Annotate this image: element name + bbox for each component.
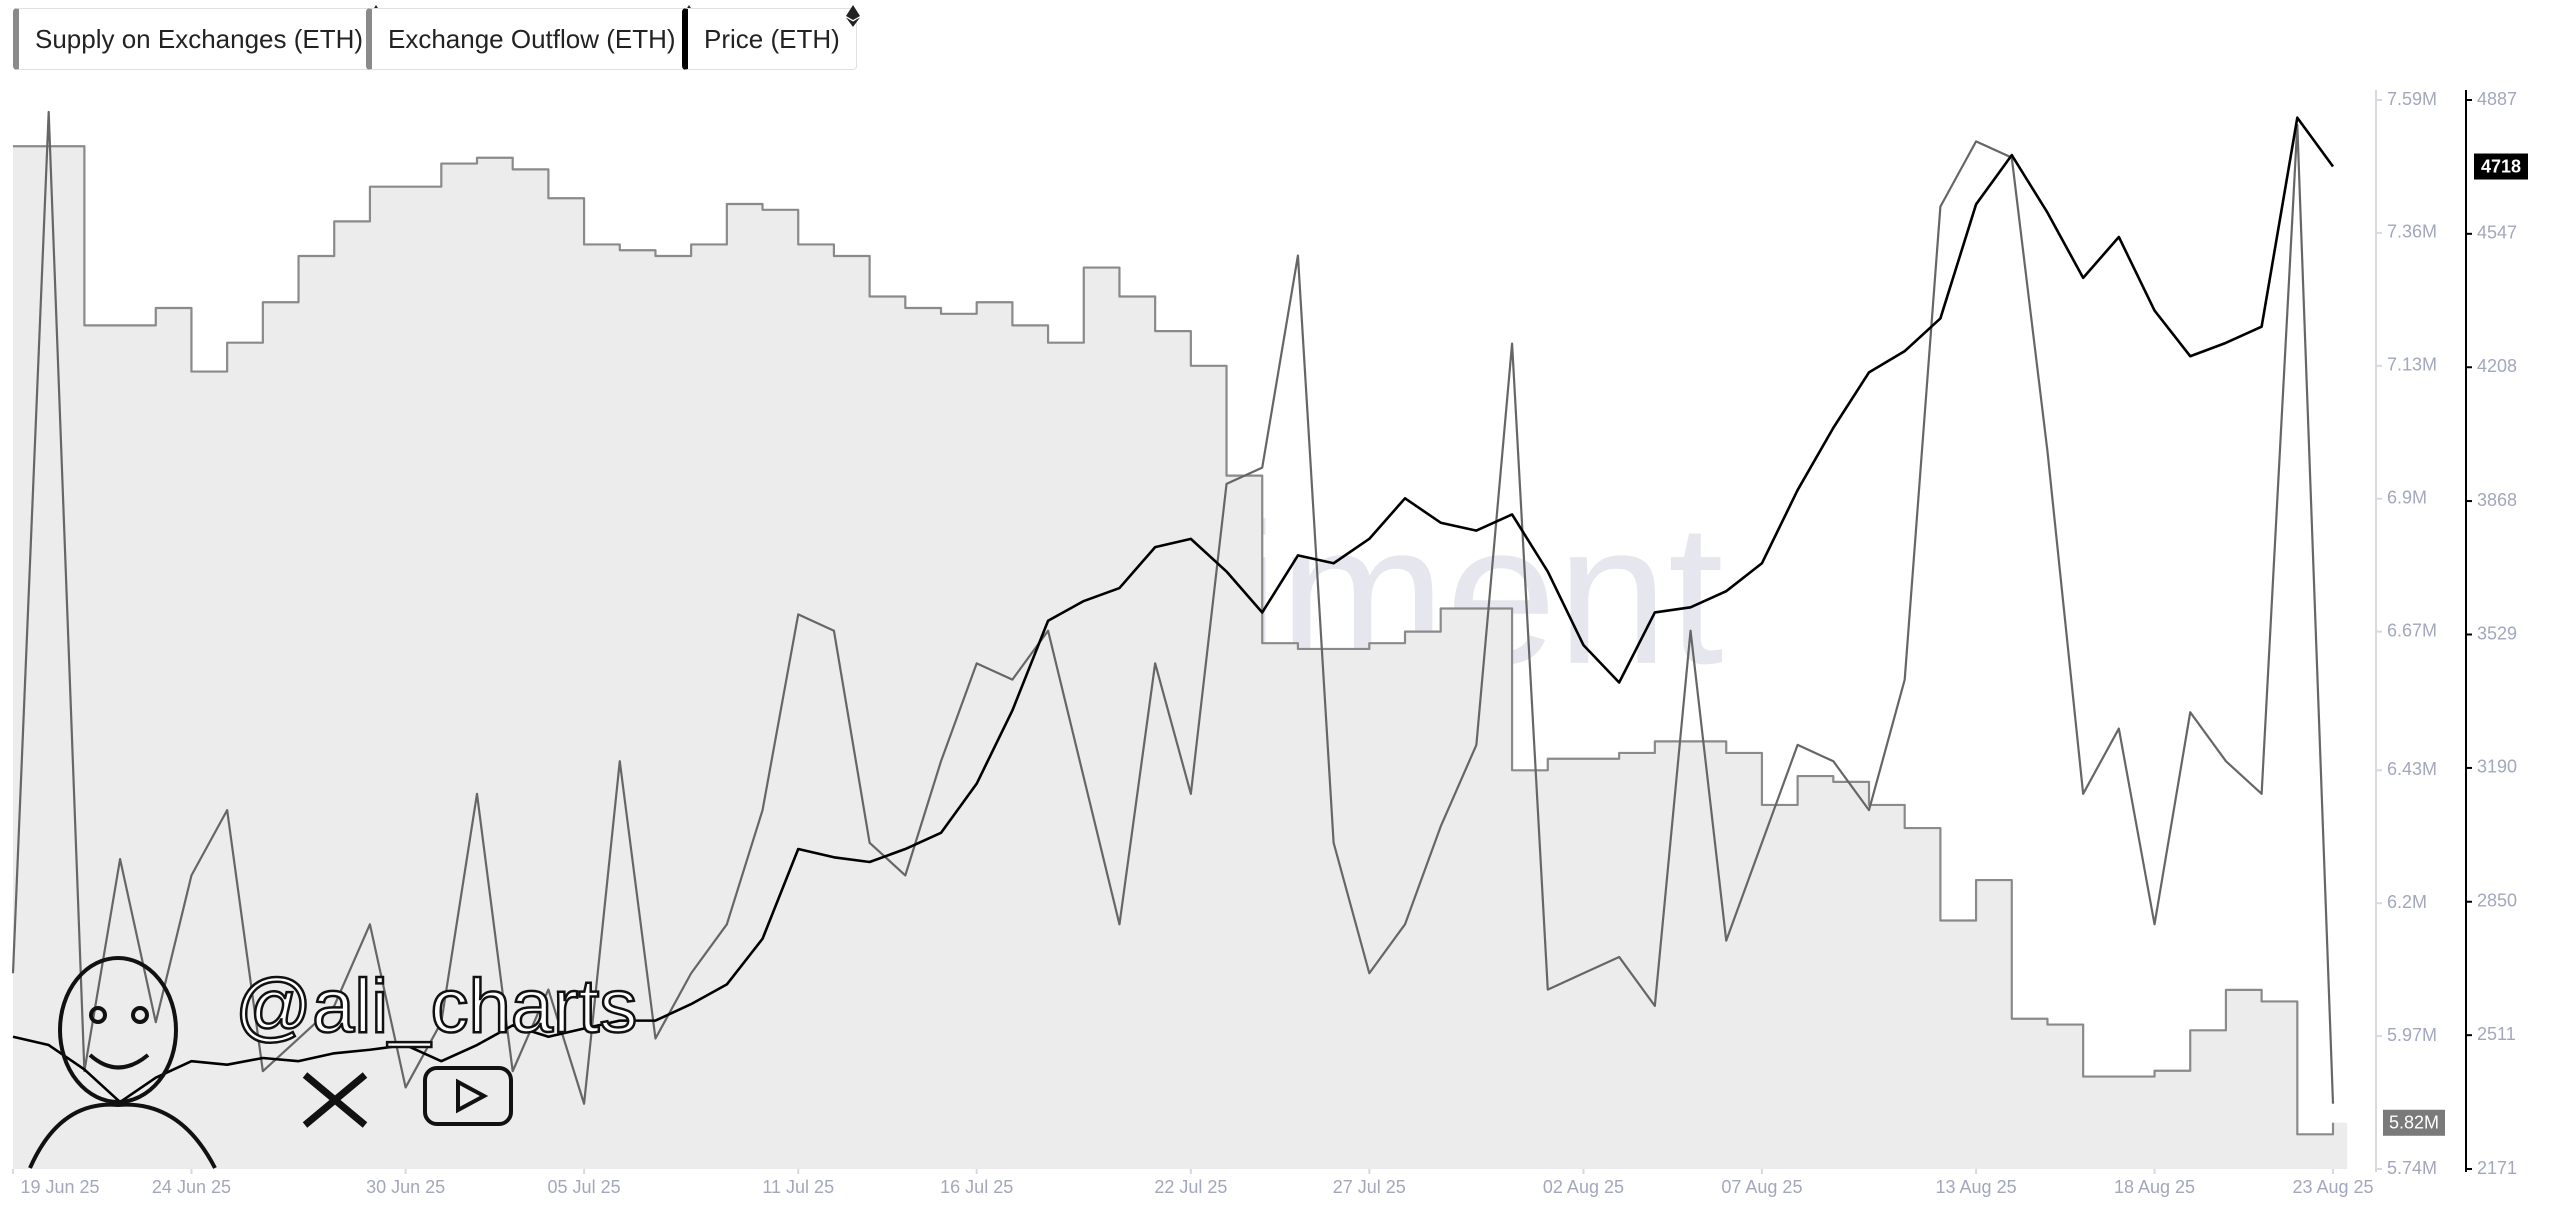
y-tick-label: 5.74M (2387, 1158, 2437, 1178)
y-tick-label: 6.9M (2387, 487, 2427, 507)
y2-tick-label: 3868 (2477, 490, 2517, 510)
supply-area (13, 146, 2348, 1169)
y2-tick-label: 4208 (2477, 356, 2517, 376)
legend-item[interactable]: Exchange Outflow (ETH) (366, 5, 696, 70)
watermark: santiment (856, 483, 1723, 706)
y2-tick-label: 2850 (2477, 891, 2517, 911)
y-tick-label: 6.67M (2387, 620, 2437, 640)
value-label: 4718 (2481, 156, 2521, 176)
y-tick-label: 5.97M (2387, 1025, 2437, 1045)
eth-icon (845, 5, 860, 27)
y2-tick-label: 4547 (2477, 223, 2517, 243)
y-tick-label: 7.13M (2387, 355, 2437, 375)
value-label: 5.82M (2389, 1113, 2439, 1133)
x-tick-label: 07 Aug 25 (1721, 1177, 1802, 1197)
y2-tick-label: 4887 (2477, 89, 2517, 109)
value-badge (2383, 1109, 2445, 1136)
series-line (11, 110, 2335, 1105)
author-logo (28, 956, 513, 1169)
legend-item[interactable]: Price (ETH) (682, 5, 860, 70)
x-tick-label: 11 Jul 25 (762, 1177, 834, 1197)
plot-area (11, 110, 2348, 1169)
annotation: @ali_charts (235, 964, 637, 1049)
legend-item[interactable]: Supply on Exchanges (ETH) (13, 5, 384, 70)
x-tick-label: 19 Jun 25 (20, 1177, 99, 1197)
x-tick-label: 24 Jun 25 (152, 1177, 231, 1197)
y-tick-label: 7.36M (2387, 222, 2437, 242)
series-line (12, 116, 2335, 1104)
x-tick-label: 16 Jul 25 (940, 1177, 1013, 1197)
x-tick-label: 27 Jul 25 (1333, 1177, 1406, 1197)
y2-tick-label: 2171 (2477, 1158, 2517, 1178)
y2-tick-label: 3529 (2477, 623, 2517, 643)
y2-tick-label: 2511 (2477, 1024, 2516, 1044)
x-tick-label: 22 Jul 25 (1154, 1177, 1227, 1197)
y-tick-label: 6.2M (2387, 892, 2427, 912)
x-tick-label: 13 Aug 25 (1936, 1177, 2017, 1197)
y-tick-label: 7.59M (2387, 89, 2437, 109)
x-tick-label: 05 Jul 25 (548, 1177, 621, 1197)
y2-tick-label: 3190 (2477, 757, 2517, 777)
value-badge (2474, 153, 2528, 180)
x-tick-label: 02 Aug 25 (1543, 1177, 1624, 1197)
y-tick-label: 6.43M (2387, 759, 2437, 779)
series-line (13, 145, 2335, 1136)
x-tick-label: 30 Jun 25 (366, 1177, 445, 1197)
x-tick-label: 18 Aug 25 (2114, 1177, 2195, 1197)
x-tick-label: 23 Aug 25 (2292, 1177, 2373, 1197)
